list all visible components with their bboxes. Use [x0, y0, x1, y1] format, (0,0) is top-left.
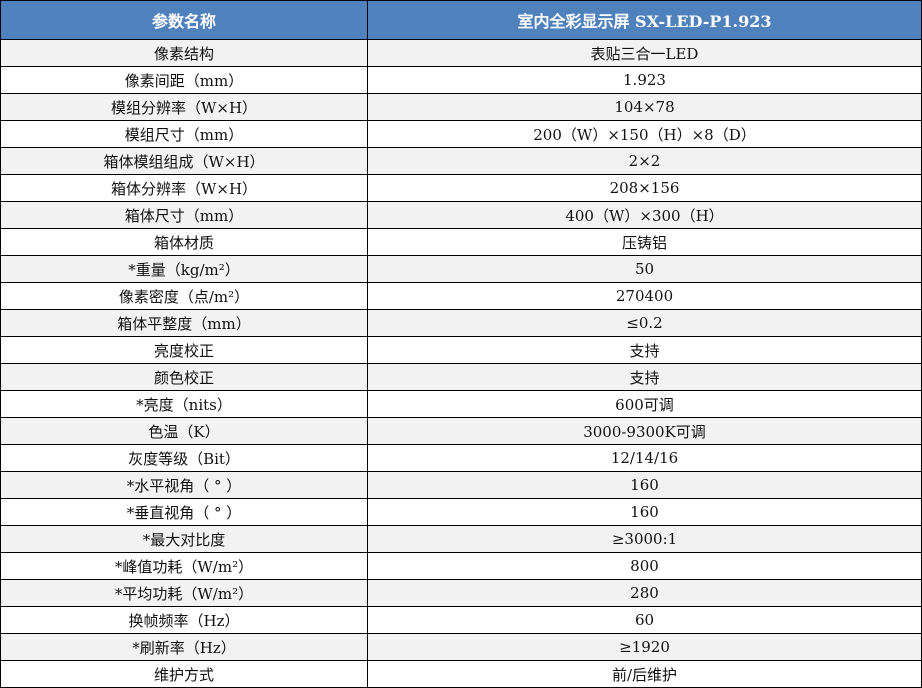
param-name-cell: 像素间距（mm） [0, 66, 368, 94]
param-name-cell: *刷新率（Hz） [0, 633, 368, 661]
param-name-cell: 维护方式 [0, 660, 368, 688]
table-row: 像素密度（点/m²） 270400 [0, 282, 922, 310]
table-row: 色温（K） 3000-9300K可调 [0, 417, 922, 445]
header-row: 参数名称 室内全彩显示屏 SX-LED-P1.923 [0, 0, 922, 40]
param-name-cell: *亮度（nits） [0, 390, 368, 418]
table-row: *亮度（nits） 600可调 [0, 390, 922, 418]
param-value-cell: 表贴三合一LED [367, 39, 922, 67]
param-name-cell: *最大对比度 [0, 525, 368, 553]
param-name-cell: 箱体分辨率（W×H） [0, 174, 368, 202]
param-name-cell: 色温（K） [0, 417, 368, 445]
param-name-cell: 亮度校正 [0, 336, 368, 364]
param-name-cell: *垂直视角（ ° ） [0, 498, 368, 526]
param-name-cell: 箱体材质 [0, 228, 368, 256]
param-name-cell: 灰度等级（Bit） [0, 444, 368, 472]
param-name-cell: 像素密度（点/m²） [0, 282, 368, 310]
param-value-cell: 160 [367, 498, 922, 526]
table-row: 箱体模组组成（W×H） 2×2 [0, 147, 922, 175]
table-row: 颜色校正 支持 [0, 363, 922, 391]
param-name-cell: *重量（kg/m²） [0, 255, 368, 283]
param-value-cell: 2×2 [367, 147, 922, 175]
param-value-cell: 60 [367, 606, 922, 634]
param-value-cell: 压铸铝 [367, 228, 922, 256]
param-value-cell: 208×156 [367, 174, 922, 202]
param-value-cell: 104×78 [367, 93, 922, 121]
table-row: *重量（kg/m²） 50 [0, 255, 922, 283]
param-value-cell: 支持 [367, 363, 922, 391]
table-row: *水平视角（ ° ） 160 [0, 471, 922, 499]
table-row: 灰度等级（Bit） 12/14/16 [0, 444, 922, 472]
param-value-cell: ≥3000:1 [367, 525, 922, 553]
param-name-cell: *水平视角（ ° ） [0, 471, 368, 499]
table-row: *最大对比度 ≥3000:1 [0, 525, 922, 553]
param-value-cell: 160 [367, 471, 922, 499]
table-row: 箱体分辨率（W×H） 208×156 [0, 174, 922, 202]
param-value-cell: ≤0.2 [367, 309, 922, 337]
param-value-cell: 12/14/16 [367, 444, 922, 472]
param-value-cell: 800 [367, 552, 922, 580]
param-value-cell: 3000-9300K可调 [367, 417, 922, 445]
table-row: *刷新率（Hz） ≥1920 [0, 633, 922, 661]
param-name-cell: 换帧频率（Hz） [0, 606, 368, 634]
param-name-cell: 箱体尺寸（mm） [0, 201, 368, 229]
param-value-cell: 600可调 [367, 390, 922, 418]
table-row: 模组尺寸（mm） 200（W）×150（H）×8（D） [0, 120, 922, 148]
table-row: 箱体材质 压铸铝 [0, 228, 922, 256]
param-name-cell: 模组分辨率（W×H） [0, 93, 368, 121]
table-row: *垂直视角（ ° ） 160 [0, 498, 922, 526]
param-name-cell: 像素结构 [0, 39, 368, 67]
table-row: 像素间距（mm） 1.923 [0, 66, 922, 94]
table-row: 箱体尺寸（mm） 400（W）×300（H） [0, 201, 922, 229]
param-name-cell: 模组尺寸（mm） [0, 120, 368, 148]
param-value-cell: 270400 [367, 282, 922, 310]
table-row: *峰值功耗（W/m²） 800 [0, 552, 922, 580]
param-value-cell: 200（W）×150（H）×8（D） [367, 120, 922, 148]
table-row: 亮度校正 支持 [0, 336, 922, 364]
table-row: 模组分辨率（W×H） 104×78 [0, 93, 922, 121]
param-value-cell: 1.923 [367, 66, 922, 94]
table-row: *平均功耗（W/m²） 280 [0, 579, 922, 607]
param-value-cell: ≥1920 [367, 633, 922, 661]
param-name-cell: *平均功耗（W/m²） [0, 579, 368, 607]
table-row: 维护方式 前/后维护 [0, 660, 922, 688]
param-name-cell: 颜色校正 [0, 363, 368, 391]
table-row: 像素结构 表贴三合一LED [0, 39, 922, 67]
param-name-cell: *峰值功耗（W/m²） [0, 552, 368, 580]
table-row: 箱体平整度（mm） ≤0.2 [0, 309, 922, 337]
param-value-cell: 400（W）×300（H） [367, 201, 922, 229]
param-name-cell: 箱体模组组成（W×H） [0, 147, 368, 175]
header-product: 室内全彩显示屏 SX-LED-P1.923 [367, 0, 922, 40]
param-value-cell: 50 [367, 255, 922, 283]
param-value-cell: 前/后维护 [367, 660, 922, 688]
header-param-name: 参数名称 [0, 0, 368, 40]
param-name-cell: 箱体平整度（mm） [0, 309, 368, 337]
param-value-cell: 280 [367, 579, 922, 607]
param-value-cell: 支持 [367, 336, 922, 364]
table-row: 换帧频率（Hz） 60 [0, 606, 922, 634]
